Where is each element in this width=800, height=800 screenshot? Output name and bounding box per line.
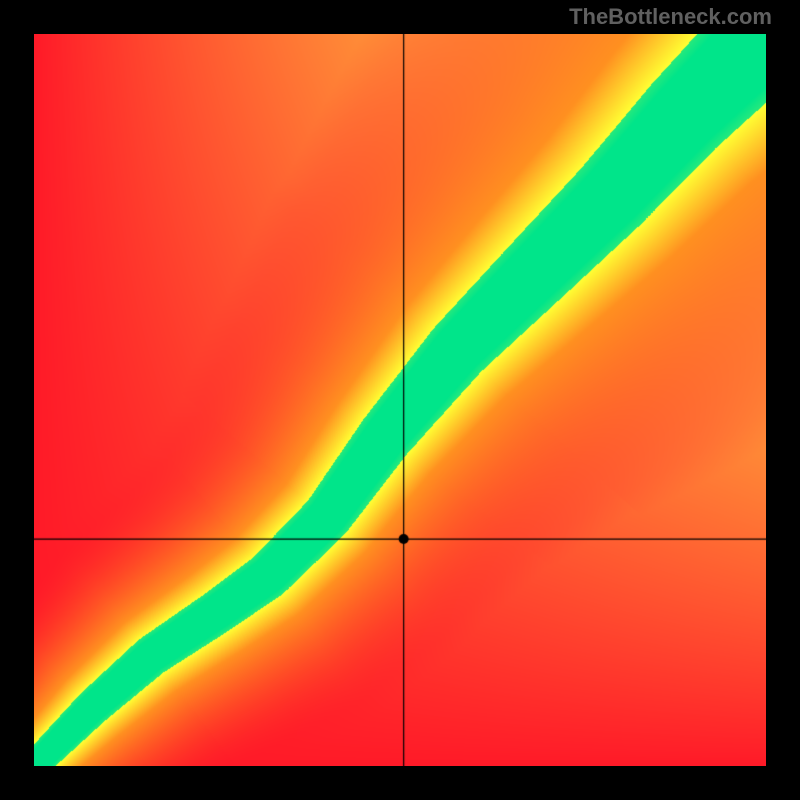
attribution-text: TheBottleneck.com (569, 4, 772, 30)
chart-container: TheBottleneck.com (0, 0, 800, 800)
bottleneck-heatmap (34, 34, 766, 766)
